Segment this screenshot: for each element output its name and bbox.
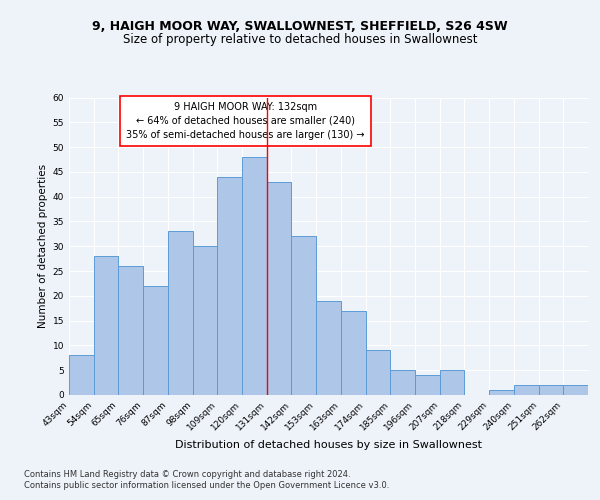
Bar <box>217 177 242 395</box>
Bar <box>365 350 390 395</box>
Bar <box>69 356 94 395</box>
Bar <box>415 375 440 395</box>
Bar <box>193 246 217 395</box>
Bar <box>440 370 464 395</box>
Bar <box>539 385 563 395</box>
Bar <box>563 385 588 395</box>
Bar <box>489 390 514 395</box>
Bar <box>168 232 193 395</box>
Bar <box>94 256 118 395</box>
Text: Size of property relative to detached houses in Swallownest: Size of property relative to detached ho… <box>123 32 477 46</box>
Bar <box>143 286 168 395</box>
Bar <box>316 301 341 395</box>
Text: 9, HAIGH MOOR WAY, SWALLOWNEST, SHEFFIELD, S26 4SW: 9, HAIGH MOOR WAY, SWALLOWNEST, SHEFFIEL… <box>92 20 508 33</box>
Bar <box>341 310 365 395</box>
Bar <box>242 157 267 395</box>
Text: Contains HM Land Registry data © Crown copyright and database right 2024.: Contains HM Land Registry data © Crown c… <box>24 470 350 479</box>
Bar <box>390 370 415 395</box>
Bar <box>118 266 143 395</box>
Bar <box>292 236 316 395</box>
Bar <box>267 182 292 395</box>
Text: Contains public sector information licensed under the Open Government Licence v3: Contains public sector information licen… <box>24 481 389 490</box>
Bar <box>514 385 539 395</box>
Text: 9 HAIGH MOOR WAY: 132sqm
← 64% of detached houses are smaller (240)
35% of semi-: 9 HAIGH MOOR WAY: 132sqm ← 64% of detach… <box>126 102 365 140</box>
X-axis label: Distribution of detached houses by size in Swallownest: Distribution of detached houses by size … <box>175 440 482 450</box>
Y-axis label: Number of detached properties: Number of detached properties <box>38 164 49 328</box>
